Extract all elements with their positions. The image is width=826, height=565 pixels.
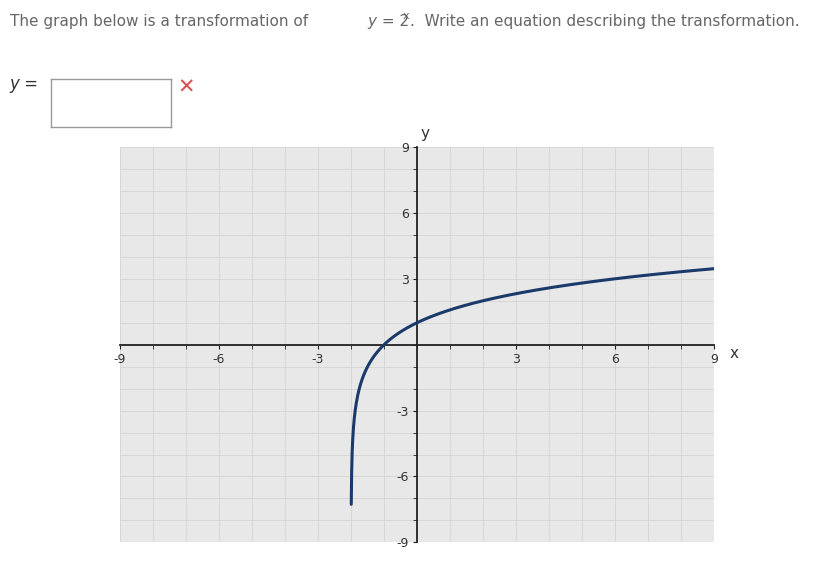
Text: y =: y = [10, 75, 39, 93]
Text: x: x [730, 346, 738, 361]
Text: y: y [421, 126, 430, 141]
Text: x: x [403, 11, 410, 21]
Text: The graph below is a transformation of: The graph below is a transformation of [10, 14, 318, 29]
Text: .  Write an equation describing the transformation.: . Write an equation describing the trans… [410, 14, 800, 29]
Text: y: y [368, 14, 377, 29]
Text: ✕: ✕ [178, 78, 195, 98]
Text: = 2: = 2 [377, 14, 410, 29]
